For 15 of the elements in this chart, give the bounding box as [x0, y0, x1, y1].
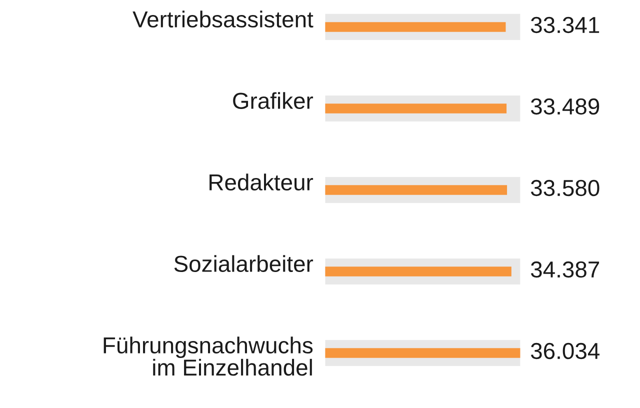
y-tick-label: Führungsnachwuchs im Einzelhandel [104, 336, 313, 376]
data-label: 33.489 [530, 98, 600, 115]
bar [325, 22, 506, 32]
bar [325, 185, 508, 195]
data-label: 33.580 [530, 180, 600, 196]
y-tick-label: Sozialarbeiter [174, 255, 314, 272]
y-tick-label: Vertriebsassistent [132, 10, 314, 28]
bar [325, 104, 507, 114]
y-tick-label: Redakteur [210, 174, 314, 191]
bar [325, 348, 520, 358]
y-tick-label: Grafiker [233, 92, 314, 110]
bar [325, 266, 512, 276]
data-label: 34.387 [530, 261, 600, 278]
data-label: 36.034 [530, 342, 600, 360]
data-label: 33.341 [530, 16, 600, 34]
